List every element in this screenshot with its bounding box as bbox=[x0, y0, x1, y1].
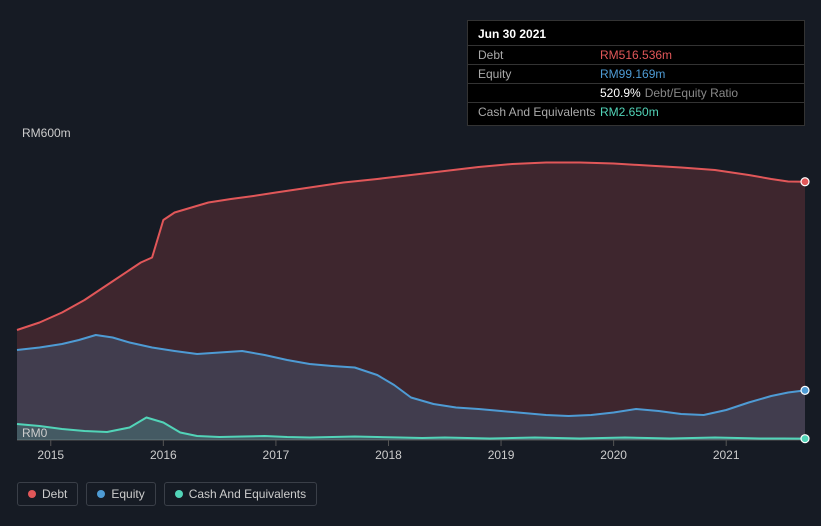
legend-item-label: Debt bbox=[42, 487, 67, 501]
legend-item[interactable]: Debt bbox=[17, 482, 78, 506]
x-axis-label: 2016 bbox=[150, 448, 177, 462]
legend-item-label: Equity bbox=[111, 487, 144, 501]
tooltip-row: 520.9%Debt/Equity Ratio bbox=[468, 84, 804, 103]
tooltip-row-label: Equity bbox=[478, 67, 600, 81]
legend-item-label: Cash And Equivalents bbox=[189, 487, 306, 501]
tooltip-date: Jun 30 2021 bbox=[468, 25, 804, 46]
tooltip-row: EquityRM99.169m bbox=[468, 65, 804, 84]
x-axis-label: 2019 bbox=[488, 448, 515, 462]
legend-dot-icon bbox=[175, 490, 183, 498]
x-axis-label: 2021 bbox=[713, 448, 740, 462]
legend-dot-icon bbox=[97, 490, 105, 498]
tooltip-row: DebtRM516.536m bbox=[468, 46, 804, 65]
tooltip-row-value: RM2.650m bbox=[600, 105, 659, 119]
tooltip-row-value: RM516.536m bbox=[600, 48, 672, 62]
debt-equity-chart: Jun 30 2021 DebtRM516.536mEquityRM99.169… bbox=[0, 0, 821, 526]
tooltip-row-value: RM99.169m bbox=[600, 67, 665, 81]
x-axis-label: 2018 bbox=[375, 448, 402, 462]
tooltip-row-suffix: Debt/Equity Ratio bbox=[645, 86, 738, 100]
chart-tooltip: Jun 30 2021 DebtRM516.536mEquityRM99.169… bbox=[467, 20, 805, 126]
y-axis-label: RM600m bbox=[22, 126, 71, 140]
x-axis-label: 2017 bbox=[263, 448, 290, 462]
chart-legend: Debt Equity Cash And Equivalents bbox=[17, 482, 317, 506]
legend-item[interactable]: Equity bbox=[86, 482, 155, 506]
x-axis-label: 2020 bbox=[600, 448, 627, 462]
tooltip-row-label: Debt bbox=[478, 48, 600, 62]
tooltip-row-label bbox=[478, 86, 600, 100]
x-axis-label: 2015 bbox=[37, 448, 64, 462]
tooltip-row-value: 520.9%Debt/Equity Ratio bbox=[600, 86, 738, 100]
legend-item[interactable]: Cash And Equivalents bbox=[164, 482, 317, 506]
legend-dot-icon bbox=[28, 490, 36, 498]
tooltip-row: Cash And EquivalentsRM2.650m bbox=[468, 103, 804, 121]
y-axis-label: RM0 bbox=[22, 426, 47, 440]
tooltip-row-label: Cash And Equivalents bbox=[478, 105, 600, 119]
